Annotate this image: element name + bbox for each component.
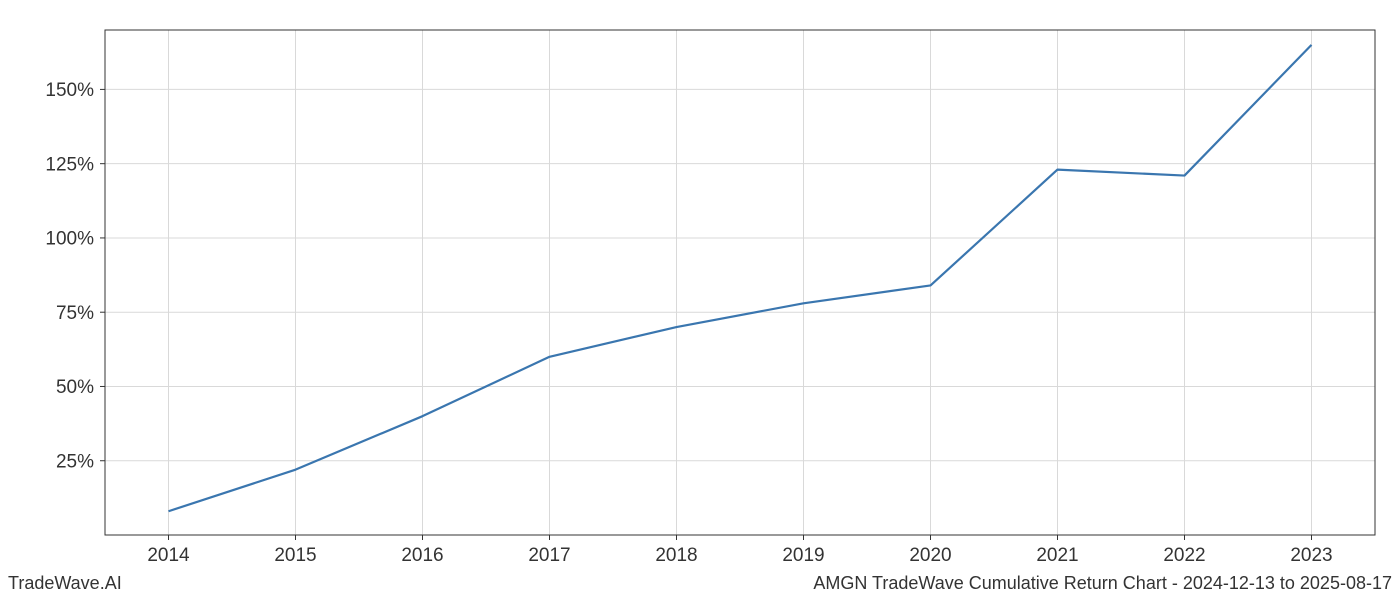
x-tick-label: 2021	[1036, 545, 1078, 566]
x-tick-label: 2022	[1163, 545, 1205, 566]
footer-left-text: TradeWave.AI	[8, 573, 122, 594]
y-tick-label: 100%	[45, 229, 94, 250]
chart-container: 2014 2015 2016 2017 2018 2019 2020 2021 2022 2023…	[0, 0, 1400, 600]
x-tick-label: 2019	[782, 545, 824, 566]
y-tick-label: 50%	[56, 377, 94, 398]
x-tick-label: 2014	[147, 545, 190, 566]
x-tick-label: 2017	[528, 545, 570, 566]
line-chart: 2014 2015 2016 2017 2018 2019 2020 2021 2022 2023…	[0, 0, 1400, 600]
x-tick-label: 2016	[401, 545, 443, 566]
x-tick-label: 2015	[274, 545, 316, 566]
footer-right-text: AMGN TradeWave Cumulative Return Chart -…	[813, 573, 1392, 594]
x-tick-label: 2023	[1290, 545, 1332, 566]
x-tick-label: 2018	[655, 545, 697, 566]
y-tick-label: 125%	[45, 154, 94, 175]
y-tick-label: 150%	[45, 80, 94, 101]
x-tick-label: 2020	[909, 545, 951, 566]
y-tick-label: 25%	[56, 451, 94, 472]
y-tick-label: 75%	[56, 303, 94, 324]
